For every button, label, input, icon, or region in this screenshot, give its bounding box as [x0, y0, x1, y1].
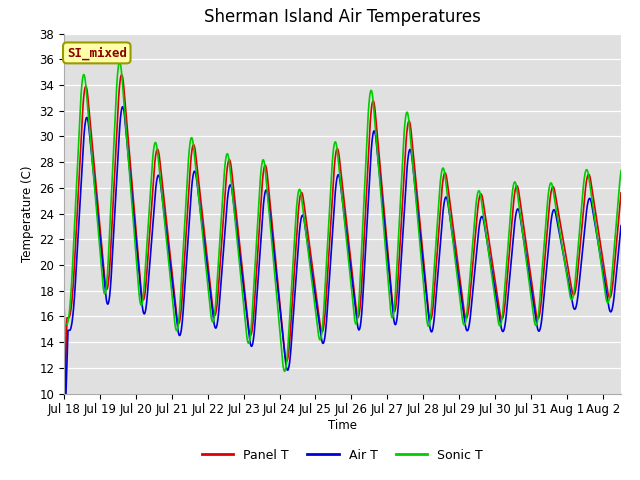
- Panel T: [387, 276, 394, 281]
- Panel T: [118, 72, 125, 78]
- Panel T: [627, 159, 635, 165]
- Sonic T: [116, 59, 124, 65]
- Line: Air T: Air T: [64, 107, 639, 424]
- Panel T: [60, 417, 68, 423]
- Sonic T: [525, 278, 532, 284]
- Text: SI_mixed: SI_mixed: [67, 46, 127, 60]
- Legend: Panel T, Air T, Sonic T: Panel T, Air T, Sonic T: [196, 444, 488, 467]
- Sonic T: [627, 154, 635, 159]
- Sonic T: [387, 306, 394, 312]
- Line: Panel T: Panel T: [64, 75, 639, 420]
- Panel T: [242, 298, 250, 303]
- Sonic T: [557, 239, 565, 245]
- Sonic T: [60, 359, 68, 364]
- Sonic T: [118, 71, 125, 77]
- Sonic T: [635, 324, 640, 330]
- Title: Sherman Island Air Temperatures: Sherman Island Air Temperatures: [204, 9, 481, 26]
- Y-axis label: Temperature (C): Temperature (C): [20, 165, 34, 262]
- Line: Sonic T: Sonic T: [64, 62, 639, 372]
- Air T: [119, 104, 127, 109]
- Sonic T: [242, 323, 250, 329]
- Air T: [635, 281, 640, 287]
- Panel T: [557, 226, 565, 231]
- Air T: [557, 241, 565, 247]
- X-axis label: Time: Time: [328, 419, 357, 432]
- Air T: [61, 421, 69, 427]
- Air T: [525, 271, 532, 277]
- Air T: [387, 284, 394, 289]
- Air T: [118, 106, 125, 112]
- Panel T: [118, 72, 125, 78]
- Panel T: [635, 324, 640, 330]
- Panel T: [525, 259, 532, 264]
- Air T: [242, 305, 250, 311]
- Air T: [60, 295, 68, 300]
- Sonic T: [281, 369, 289, 374]
- Air T: [627, 184, 635, 190]
